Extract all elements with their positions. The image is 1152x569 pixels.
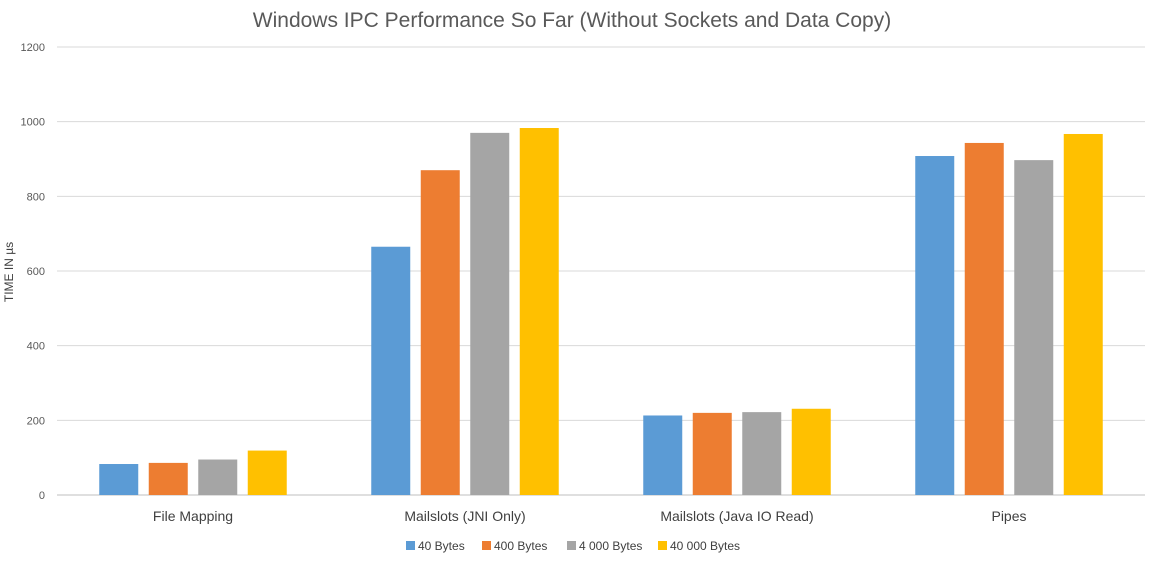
- y-tick-label: 200: [27, 415, 45, 427]
- bar: [915, 156, 955, 495]
- legend-item: 40 Bytes: [406, 539, 465, 553]
- legend-swatch: [482, 541, 491, 550]
- bar: [99, 464, 139, 495]
- bar: [371, 246, 411, 495]
- bar: [791, 408, 831, 495]
- x-axis-ticks: File Mapping Mailslots (JNI Only) Mailslot…: [153, 508, 1027, 524]
- legend-swatch: [406, 541, 415, 550]
- chart-title: Windows IPC Performance So Far (Without …: [253, 9, 891, 32]
- y-tick-label: 1200: [21, 42, 45, 54]
- bar: [519, 128, 559, 495]
- bar: [692, 412, 732, 495]
- bar: [148, 462, 188, 495]
- bar: [1014, 160, 1054, 495]
- y-axis-label: TIME IN µs: [2, 242, 16, 302]
- legend-item: 400 Bytes: [482, 539, 547, 553]
- bar: [198, 459, 238, 495]
- x-tick-label: Pipes: [991, 508, 1026, 524]
- legend-swatch: [567, 541, 576, 550]
- legend: 40 Bytes 400 Bytes 4 000 Bytes 40 000 Bytes: [406, 539, 740, 553]
- bar: [964, 142, 1004, 496]
- legend-swatch: [658, 541, 667, 550]
- legend-label: 400 Bytes: [494, 539, 547, 553]
- bar: [470, 132, 510, 495]
- y-tick-label: 600: [27, 266, 45, 278]
- legend-label: 4 000 Bytes: [579, 539, 642, 553]
- y-tick-label: 800: [27, 191, 45, 203]
- y-tick-label: 0: [39, 490, 45, 502]
- bar: [643, 415, 683, 495]
- y-tick-label: 1000: [21, 117, 45, 129]
- y-tick-label: 400: [27, 341, 45, 353]
- legend-item: 40 000 Bytes: [658, 539, 740, 553]
- legend-item: 4 000 Bytes: [567, 539, 642, 553]
- legend-label: 40 000 Bytes: [670, 539, 740, 553]
- x-tick-label: File Mapping: [153, 508, 233, 524]
- bar: [742, 412, 782, 495]
- y-axis-ticks: 0 200 400 600 800 1000 1200: [21, 42, 45, 502]
- bar: [247, 450, 287, 495]
- x-tick-label: Mailslots (Java IO Read): [660, 508, 813, 524]
- bars: [99, 128, 1103, 496]
- bar: [1063, 133, 1103, 495]
- legend-label: 40 Bytes: [418, 539, 465, 553]
- gridlines: [57, 46, 1145, 496]
- x-tick-label: Mailslots (JNI Only): [404, 508, 525, 524]
- bar: [420, 170, 460, 495]
